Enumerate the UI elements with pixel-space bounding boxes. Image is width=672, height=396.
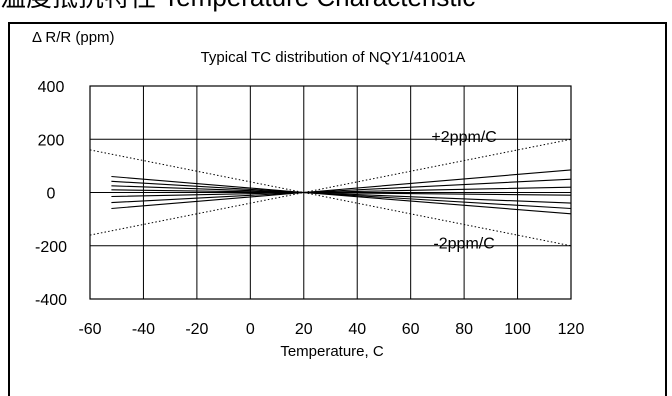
x-tick-label: 40 — [348, 321, 366, 338]
tc-sample-line — [111, 169, 572, 210]
x-tick-label: -40 — [132, 321, 155, 338]
x-tick-label: 80 — [455, 321, 473, 338]
x-tick-label: 0 — [246, 321, 255, 338]
chart-title: Typical TC distribution of NQY1/41001A — [201, 49, 466, 66]
reference-line — [89, 149, 572, 247]
page-header: 温度抵抗特性 Temperature Characteristic — [0, 0, 475, 12]
x-tick-label: 20 — [295, 321, 313, 338]
series-label: -2ppm/C — [433, 235, 494, 252]
y-tick-label: 0 — [47, 186, 56, 203]
chart-frame — [8, 22, 667, 396]
y-tick-label: 200 — [38, 132, 65, 149]
x-axis-label: Temperature, C — [280, 343, 384, 360]
x-tick-label: 60 — [402, 321, 420, 338]
y-tick-label: -400 — [35, 292, 67, 309]
series-label: +2ppm/C — [431, 129, 496, 146]
series-lines — [89, 138, 572, 247]
tc-sample-line — [111, 175, 572, 215]
x-tick-label: 120 — [558, 321, 585, 338]
reference-line — [89, 138, 572, 236]
x-tick-label: -20 — [185, 321, 208, 338]
x-tick-label: 100 — [504, 321, 531, 338]
y-tick-label: 400 — [38, 79, 65, 96]
y-axis-label: Δ R/R (ppm) — [32, 29, 115, 46]
x-tick-label: -60 — [78, 321, 101, 338]
series-labels: +2ppm/C -2ppm/C — [431, 129, 496, 253]
y-tick-label: -200 — [35, 239, 67, 256]
